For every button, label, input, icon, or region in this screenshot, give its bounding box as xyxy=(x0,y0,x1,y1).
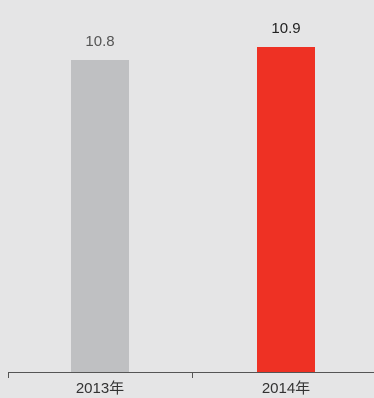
x-tick-label: 2013年 xyxy=(76,380,124,397)
bar-2014年 xyxy=(257,47,315,372)
bar-value-label: 10.9 xyxy=(271,20,300,37)
x-tick-label: 2014年 xyxy=(262,380,310,397)
bar-2013年 xyxy=(71,60,129,372)
bar-value-label: 10.8 xyxy=(85,33,114,50)
